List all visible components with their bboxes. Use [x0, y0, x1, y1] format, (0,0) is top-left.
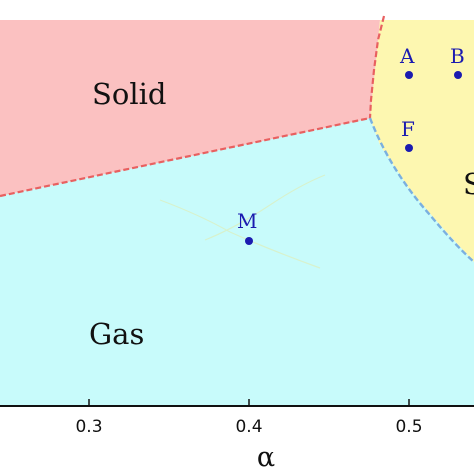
faint-guides [159, 174, 326, 269]
point-A-marker [405, 71, 413, 79]
point-B-label: B [450, 44, 465, 68]
solid-region [0, 20, 380, 196]
point-F-label: F [401, 117, 415, 141]
x-tick-label: 0.3 [75, 417, 102, 437]
point-M-marker [245, 237, 253, 245]
x-tick-label: 0.5 [395, 417, 422, 437]
right-region [370, 20, 474, 262]
right-region-label: S [463, 167, 474, 201]
point-F-marker [405, 144, 413, 152]
point-A-label: A [399, 44, 415, 68]
point-M: M [237, 209, 257, 245]
gas-region [0, 118, 474, 405]
solid-right-boundary [368, 15, 386, 119]
x-axis-label: α [257, 442, 275, 473]
x-tick-label: 0.4 [235, 417, 262, 437]
solid-region-label: Solid [92, 77, 166, 111]
point-B-marker [454, 71, 462, 79]
gas-region-label: Gas [89, 317, 144, 351]
right-gas-boundary [368, 117, 474, 263]
point-B: B [450, 44, 465, 79]
point-M-label: M [237, 209, 257, 233]
solid-gas-boundary [0, 116, 371, 198]
plot-area [0, 15, 474, 407]
point-A: A [399, 44, 415, 79]
point-F: F [401, 117, 415, 152]
